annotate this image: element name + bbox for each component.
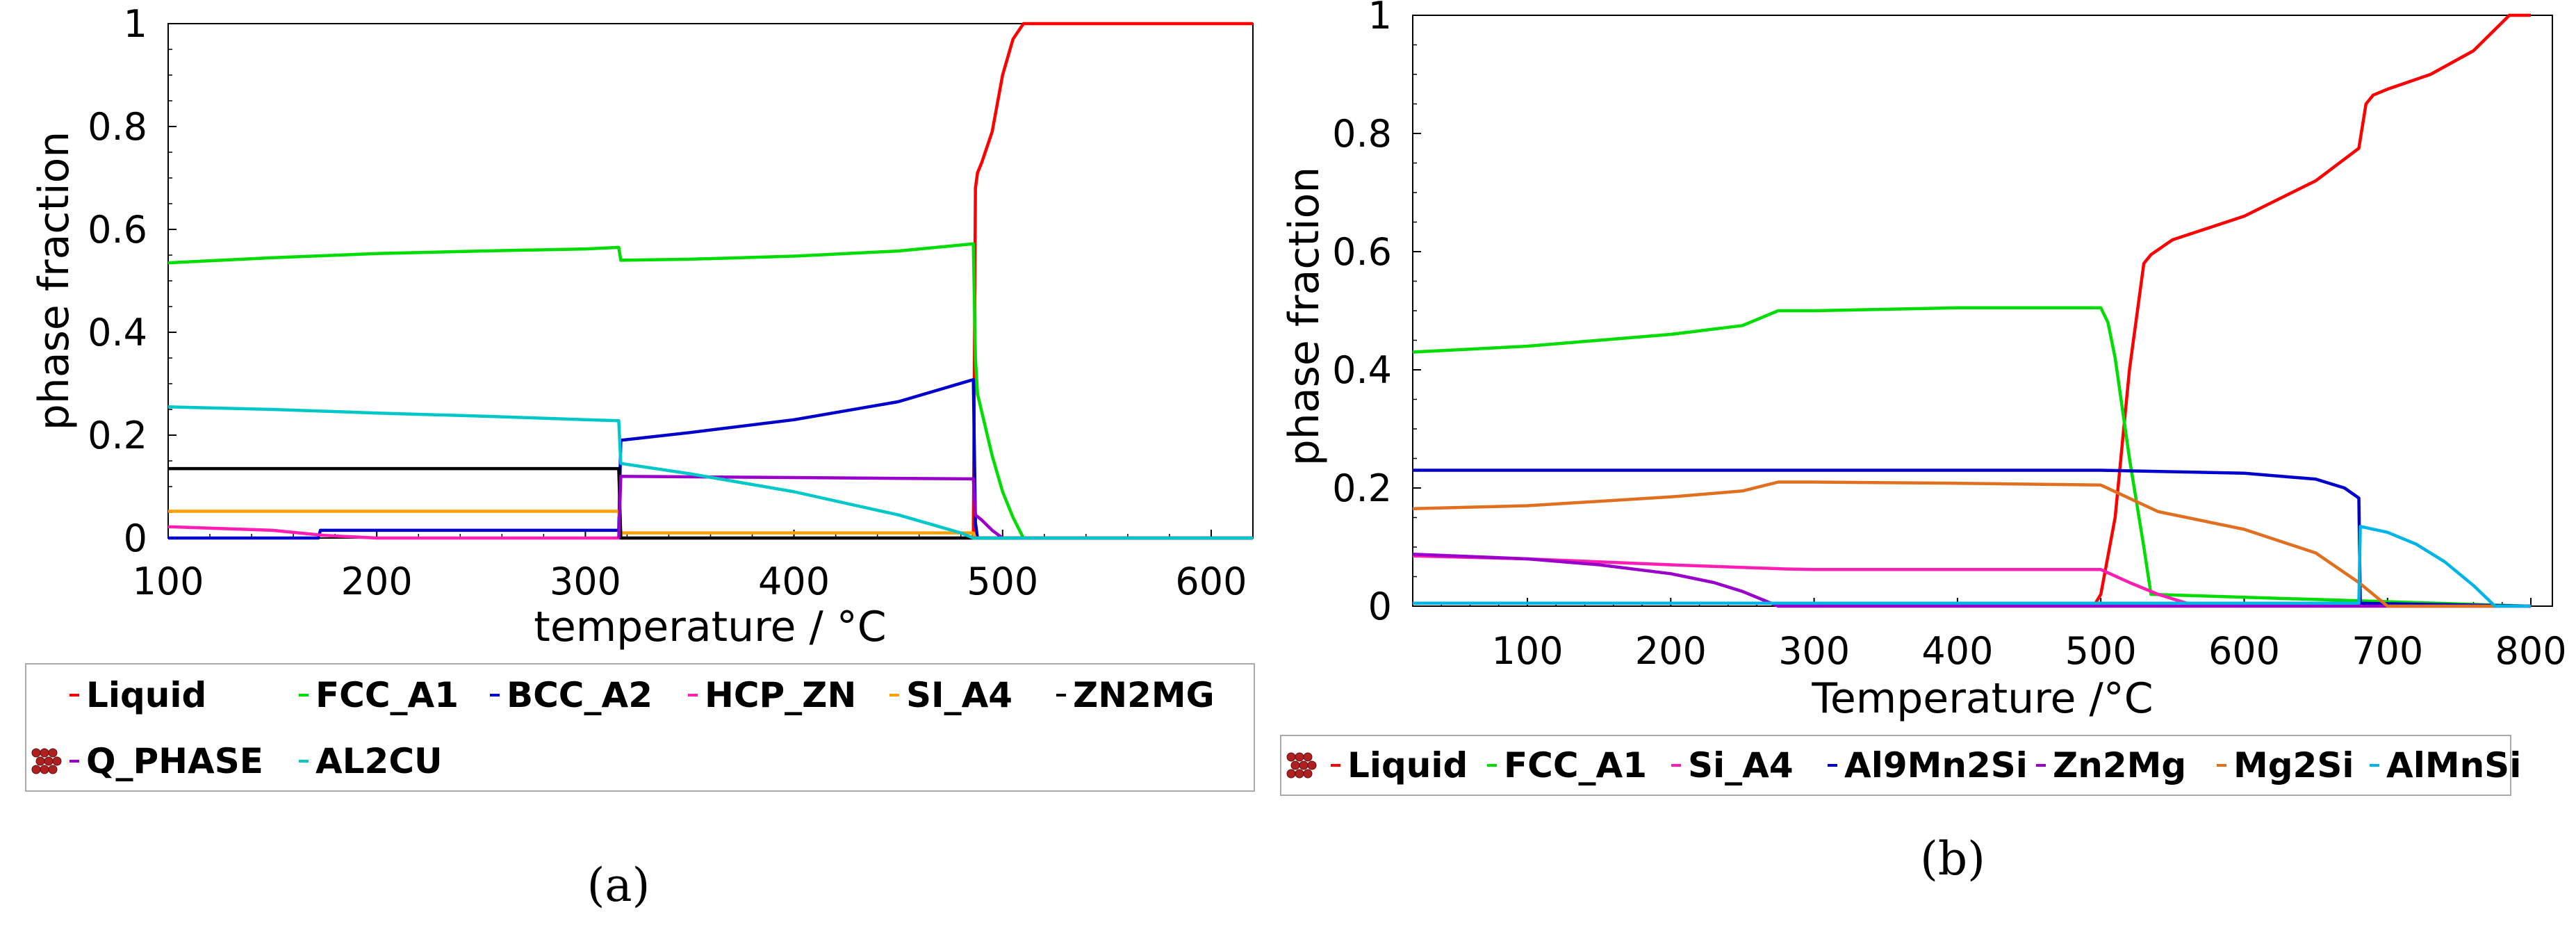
molecule-icon xyxy=(31,748,62,774)
ylabel-a: phase fraction xyxy=(30,131,79,431)
series-line-si-a4 xyxy=(1412,554,2532,608)
panel-b: 0 0.2 0.4 0.6 0.8 1 100 200 300 400 500 600 700 800 p… xyxy=(1280,0,2567,886)
legend-label: BCC_A2 xyxy=(507,675,653,715)
legend-label: ZN2MG xyxy=(1073,675,1215,715)
xtick-label: 400 xyxy=(758,560,830,603)
legend-item-fcc-a1: FCC_A1 xyxy=(299,675,459,715)
ytick-label: 0.2 xyxy=(88,414,147,457)
xtick-label: 100 xyxy=(1491,629,1563,673)
legend-item-si-a4: SI_A4 xyxy=(889,675,1012,715)
legend-item-mg2si: Mg2Si xyxy=(2217,745,2354,785)
series-a xyxy=(167,22,1253,540)
legend-item-liquid: Liquid xyxy=(1331,745,1468,785)
legend-item-hcp-zn: HCP_ZN xyxy=(688,675,856,715)
series-line-mg2si xyxy=(1412,480,2502,608)
legend-label: Q_PHASE xyxy=(86,741,263,781)
legend-item-zn2mg: ZN2MG xyxy=(1056,675,1215,715)
legend-label: SI_A4 xyxy=(906,675,1012,715)
ytick-label: 0.6 xyxy=(88,208,147,252)
legend-item-bcc-a2: BCC_A2 xyxy=(490,675,653,715)
ytick-label: 0.4 xyxy=(1332,348,1392,392)
legend-label: Mg2Si xyxy=(2233,745,2354,785)
legend-label: Liquid xyxy=(1347,745,1468,785)
ytick-label: 0 xyxy=(1368,585,1392,628)
xtick-label: 100 xyxy=(132,560,204,603)
xtick-label: 400 xyxy=(1921,629,1993,673)
legend-label: Liquid xyxy=(86,675,206,715)
xlabel-a: temperature / °C xyxy=(534,603,886,651)
ytick-label: 1 xyxy=(1368,0,1392,38)
panel-a: 0 0.2 0.4 0.6 0.8 1 100 200 300 400 500 600 phase f… xyxy=(25,2,1255,912)
series-b xyxy=(1412,13,2532,608)
series-line-fcc-a1 xyxy=(1412,306,2532,608)
xtick-label: 200 xyxy=(341,560,413,603)
legend-label: Si_A4 xyxy=(1688,745,1794,785)
legend-item-zn2mg: Zn2Mg xyxy=(2036,745,2186,785)
ylabel-b: phase fraction xyxy=(1280,167,1329,466)
xtick-label: 200 xyxy=(1635,629,1707,673)
ytick-label: 0 xyxy=(124,516,147,560)
plot-frame-a xyxy=(167,23,1254,539)
plot-frame-b xyxy=(1412,15,2553,607)
legend-label: FCC_A1 xyxy=(1504,745,1647,785)
ytick-label: 0.8 xyxy=(1332,112,1392,156)
legend-item-liquid: Liquid xyxy=(69,675,206,715)
xlabel-b: Temperature /°C xyxy=(1811,674,2153,723)
legend-item-al9mn2si: Al9Mn2Si xyxy=(1828,745,2028,785)
xtick-label: 500 xyxy=(2065,629,2137,673)
legend-label: AlMnSi xyxy=(2386,745,2521,785)
xtick-label: 600 xyxy=(2208,629,2280,673)
legend-item-almnsi: AlMnSi xyxy=(2370,745,2521,785)
axis-b: 0 0.2 0.4 0.6 0.8 1 100 200 300 400 500 600 700 800 xyxy=(1332,0,2566,673)
series-line-liquid xyxy=(971,22,1253,539)
series-line-fcc-a1 xyxy=(167,242,1253,540)
legend-item-q-phase: Q_PHASE xyxy=(69,741,263,781)
legend-item-al2cu: AL2CU xyxy=(299,741,443,781)
legend-label: Al9Mn2Si xyxy=(1844,745,2028,785)
axis-a: 0 0.2 0.4 0.6 0.8 1 100 200 300 400 500 600 xyxy=(88,2,1254,603)
legend-item-si-a4: Si_A4 xyxy=(1671,745,1794,785)
ytick-label: 0.8 xyxy=(88,105,147,149)
legend-a: Liquid FCC_A1 BCC_A2 HCP_ZN SI_A4 ZN2MG Q_PHAS… xyxy=(31,675,1215,781)
legend-box-b xyxy=(1280,735,2511,796)
legend-b: Liquid FCC_A1 Si_A4 Al9Mn2Si Zn2Mg Mg2Si AlMnS… xyxy=(1286,745,2521,785)
xtick-label: 700 xyxy=(2352,629,2423,673)
legend-label: FCC_A1 xyxy=(315,675,459,715)
xtick-label: 300 xyxy=(550,560,621,603)
molecule-icon xyxy=(1286,752,1317,779)
legend-box-a xyxy=(25,663,1255,792)
ytick-label: 0.2 xyxy=(1332,466,1392,510)
caption-b: (b) xyxy=(1920,832,1985,886)
legend-label: AL2CU xyxy=(315,741,443,781)
ytick-label: 0.6 xyxy=(1332,230,1392,274)
series-line-bcc-a2 xyxy=(168,377,1253,540)
legend-item-fcc-a1: FCC_A1 xyxy=(1487,745,1647,785)
ytick-label: 1 xyxy=(124,2,147,46)
caption-a: (a) xyxy=(587,858,650,912)
xtick-label: 800 xyxy=(2495,629,2567,673)
legend-label: HCP_ZN xyxy=(705,675,856,715)
xtick-label: 500 xyxy=(967,560,1038,603)
legend-label: Zn2Mg xyxy=(2053,745,2186,785)
series-line-almnsi xyxy=(1413,525,2532,608)
series-line-al2cu xyxy=(167,405,1253,540)
xtick-label: 300 xyxy=(1778,629,1850,673)
xtick-label: 600 xyxy=(1175,560,1247,603)
ytick-label: 0.4 xyxy=(88,311,147,355)
